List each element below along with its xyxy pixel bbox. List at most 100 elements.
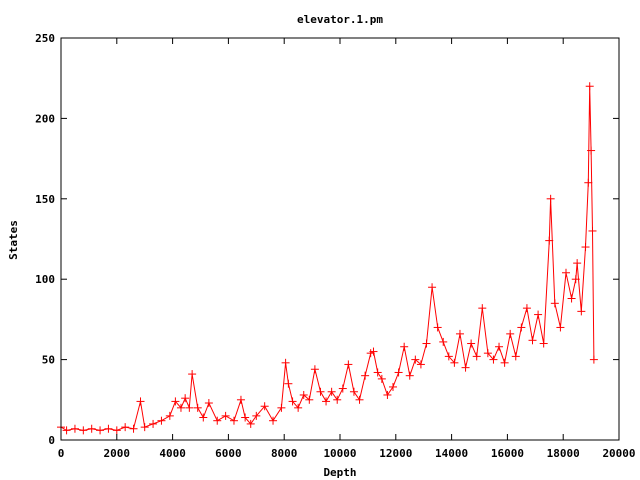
data-point [546, 194, 555, 203]
data-point [495, 342, 504, 351]
data-point [361, 371, 370, 380]
data-point [246, 419, 255, 428]
data-point [405, 371, 414, 380]
y-tick-label: 100 [35, 273, 55, 286]
data-point [411, 355, 420, 364]
y-tick-label: 250 [35, 32, 55, 45]
data-point [288, 397, 297, 406]
series-line [60, 86, 595, 431]
data-point [277, 403, 286, 412]
data-point [489, 355, 498, 364]
data-point [185, 403, 194, 412]
x-tick-label: 6000 [215, 447, 242, 460]
data-point [571, 275, 580, 284]
data-point [528, 336, 537, 345]
data-point [327, 387, 336, 396]
data-point [96, 426, 105, 435]
data-point [252, 411, 261, 420]
x-tick-label: 0 [58, 447, 65, 460]
x-tick-label: 4000 [159, 447, 186, 460]
data-point [269, 416, 278, 425]
data-point [472, 352, 481, 361]
data-point [349, 387, 358, 396]
x-tick-label: 14000 [435, 447, 468, 460]
data-point [444, 352, 453, 361]
x-tick-label: 2000 [104, 447, 131, 460]
data-point [213, 416, 222, 425]
data-point [344, 360, 353, 369]
data-point [305, 395, 314, 404]
data-point [87, 424, 96, 433]
data-point [400, 342, 409, 351]
data-point [157, 416, 166, 425]
x-tick-label: 12000 [379, 447, 412, 460]
y-axis: 0 50 100 150 200 250 [35, 32, 619, 447]
data-point [584, 178, 593, 187]
chart-title: elevator.1.pm [297, 13, 383, 26]
data-point [70, 424, 79, 433]
data-point [567, 294, 576, 303]
data-point [136, 397, 145, 406]
data-point [221, 411, 230, 420]
data-point [322, 397, 331, 406]
data-point [422, 339, 431, 348]
data-point [478, 304, 487, 313]
data-point [439, 337, 448, 346]
data-point [450, 358, 459, 367]
data-point [193, 403, 202, 412]
x-axis: 0 2000 4000 6000 8000 10000 12000 14000 16000 180… [58, 38, 636, 460]
data-point [171, 397, 180, 406]
data-point [79, 426, 88, 435]
data-point [522, 304, 531, 313]
data-point [416, 360, 425, 369]
data-point [204, 399, 213, 408]
data-point [588, 226, 597, 235]
data-point [534, 310, 543, 319]
data-point [165, 411, 174, 420]
data-point [316, 387, 325, 396]
data-point [483, 349, 492, 358]
x-tick-label: 16000 [491, 447, 524, 460]
y-tick-label: 150 [35, 193, 55, 206]
data-point [260, 402, 269, 411]
data-point [389, 382, 398, 391]
data-point [236, 395, 245, 404]
data-point [333, 395, 342, 404]
data-point [229, 416, 238, 425]
y-tick-label: 200 [35, 112, 55, 125]
data-point [581, 243, 590, 252]
data-point [284, 379, 293, 388]
data-point [500, 358, 509, 367]
data-point [377, 374, 386, 383]
y-tick-label: 50 [42, 354, 55, 367]
data-point [176, 403, 185, 412]
data-point [556, 323, 565, 332]
data-point [455, 329, 464, 338]
data-point [149, 419, 158, 428]
data-point [539, 339, 548, 348]
data-point [511, 352, 520, 361]
data-point [199, 413, 208, 422]
data-point [550, 299, 559, 308]
data-point [140, 423, 149, 432]
x-tick-label: 20000 [602, 447, 635, 460]
x-tick-label: 18000 [547, 447, 580, 460]
data-point [461, 363, 470, 372]
data-point [585, 82, 594, 91]
plot-area [57, 82, 598, 435]
data-point [129, 424, 138, 433]
data-point [394, 368, 403, 377]
data-point [355, 395, 364, 404]
y-axis-label: States [7, 220, 20, 260]
data-point [188, 370, 197, 379]
data-point [294, 403, 303, 412]
data-point [369, 347, 378, 356]
x-tick-label: 8000 [271, 447, 298, 460]
data-point [62, 426, 71, 435]
data-point [467, 339, 476, 348]
plot-frame [60, 37, 620, 441]
data-point [545, 236, 554, 245]
data-point [587, 146, 596, 155]
data-point [517, 323, 526, 332]
